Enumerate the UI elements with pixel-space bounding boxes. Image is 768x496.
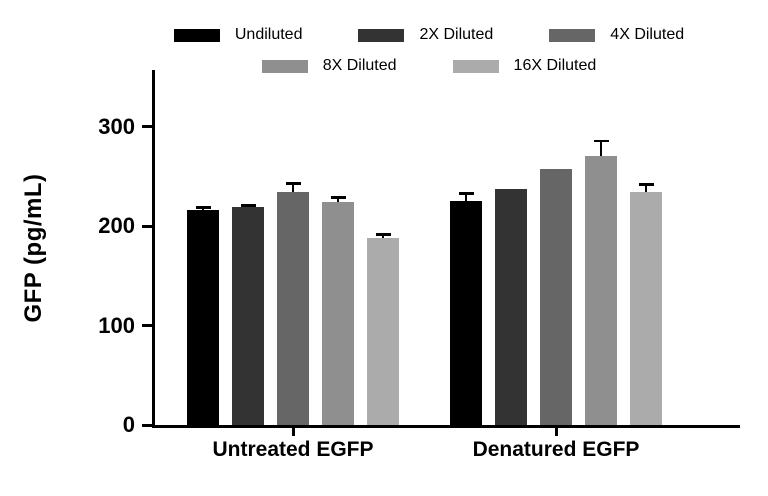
error-bar-cap	[638, 183, 654, 186]
x-category-label: Denatured EGFP	[472, 438, 640, 461]
bar	[630, 192, 662, 425]
y-axis-line	[152, 70, 155, 428]
error-bar-cap	[330, 196, 346, 199]
error-bar-line	[644, 183, 648, 193]
legend-item: Undiluted	[173, 26, 303, 44]
legend-item: 4X Diluted	[549, 26, 684, 44]
legend-item-label: 4X Diluted	[610, 26, 685, 43]
x-axis-tick	[554, 428, 558, 436]
legend-item-label: Undiluted	[234, 26, 303, 43]
y-axis-tick	[142, 423, 152, 427]
bar	[450, 201, 482, 425]
legend-row: 8X Diluted 16X Diluted	[261, 57, 597, 75]
error-bar-cap	[375, 233, 391, 236]
y-axis-tick-label: 200	[98, 213, 135, 239]
legend-item: 8X Diluted	[261, 57, 397, 75]
y-axis-tick-label: 100	[98, 312, 135, 338]
error-bar-line	[464, 192, 468, 202]
legend-swatch	[452, 59, 499, 73]
y-axis-title: GFP (pg/mL)	[20, 173, 47, 323]
bar	[232, 207, 264, 425]
error-bar-cap	[593, 139, 609, 143]
bar	[187, 210, 219, 425]
legend-row: Undiluted 2X Diluted 4X Diluted	[173, 26, 684, 44]
legend-item: 16X Diluted	[452, 57, 597, 75]
chart-legend: Undiluted 2X Diluted 4X Diluted 8X Diluted 1…	[90, 26, 768, 75]
legend-swatch	[173, 28, 220, 42]
x-category-label: Untreated EGFP	[212, 438, 374, 461]
y-axis-tick	[142, 125, 152, 129]
bar	[540, 169, 572, 425]
error-bar-cap	[458, 192, 474, 195]
y-axis-tick	[142, 224, 152, 228]
y-axis-tick	[142, 324, 152, 328]
y-axis-tick-label: 300	[98, 113, 135, 139]
x-axis-line	[152, 425, 740, 428]
bar	[367, 238, 399, 425]
legend-item-label: 2X Diluted	[419, 26, 494, 43]
legend-item-label: 8X Diluted	[322, 57, 397, 74]
error-bar-line	[599, 139, 603, 156]
error-bar-cap	[240, 204, 256, 207]
x-axis-tick	[291, 428, 295, 436]
bar	[277, 192, 309, 425]
legend-swatch	[549, 28, 596, 42]
legend-swatch	[261, 59, 308, 73]
error-bar-line	[291, 182, 295, 193]
bar	[495, 189, 527, 425]
error-bar-cap	[285, 182, 301, 185]
bar	[322, 202, 354, 425]
error-bar-line	[336, 196, 340, 203]
y-axis-tick-label: 0	[122, 412, 135, 437]
plot-area: 0 100 200 300 Untreated EGFP Denatured EGFP	[98, 70, 740, 461]
error-bar-cap	[195, 206, 211, 209]
legend-item-label: 16X Diluted	[513, 57, 597, 74]
bar	[585, 155, 617, 425]
legend-item: 2X Diluted	[358, 26, 493, 44]
legend-swatch	[358, 28, 405, 42]
